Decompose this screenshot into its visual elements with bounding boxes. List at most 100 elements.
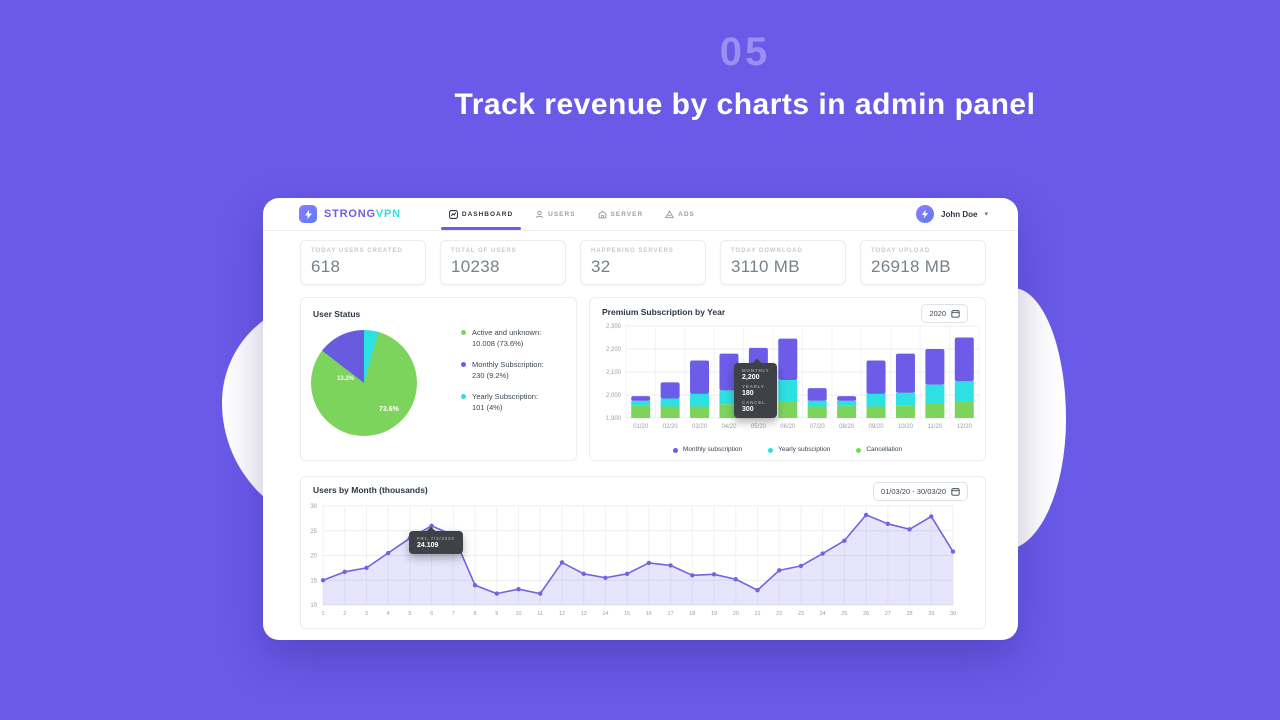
year-value: 2020 [929, 309, 946, 318]
nav-label: DASHBOARD [461, 210, 514, 218]
users-by-month-panel: Users by Month (thousands) 01/03/20 - 30… [300, 476, 986, 629]
tooltip-value: 2,200 [742, 374, 760, 381]
svg-text:19: 19 [711, 611, 717, 617]
page-title: Track revenue by charts in admin panel [454, 88, 1036, 121]
svg-text:18: 18 [689, 611, 695, 617]
legend-item-yearly: Yearly Subscription: 101 (4%) [461, 392, 544, 413]
nav-item-ads[interactable]: ADS [665, 198, 695, 230]
legend-item-active: Active and unknown: 10.008 (73.6%) [461, 328, 544, 349]
svg-text:6: 6 [430, 611, 433, 617]
legend-dot-green [461, 330, 466, 335]
user-status-panel: User Status 73.6% 13.2% Active and unkno… [300, 297, 577, 461]
legend-item-yearly-subscription[interactable]: Yearly subsciption [768, 446, 830, 453]
svg-text:12: 12 [559, 611, 565, 617]
legend-dot-purple [461, 362, 466, 367]
svg-text:10: 10 [310, 603, 317, 609]
stat-label: TODAY DOWNLOAD [731, 248, 803, 254]
nav-label: ADS [678, 210, 695, 218]
stat-card-total-of-users: TOTAL OF USERS 10238 [440, 240, 566, 285]
svg-text:1,900: 1,900 [606, 416, 622, 422]
nav-label: USERS [548, 210, 576, 218]
chevron-down-icon: ▾ [984, 211, 988, 218]
svg-text:16: 16 [646, 611, 652, 617]
svg-text:04/20: 04/20 [721, 424, 737, 430]
nav-item-users[interactable]: USERS [535, 198, 575, 230]
svg-text:4: 4 [387, 611, 390, 617]
tooltip-value: 300 [742, 406, 754, 413]
svg-text:12/20: 12/20 [957, 424, 973, 430]
user-status-pie-chart[interactable]: 73.6% 13.2% [311, 330, 417, 436]
svg-text:3: 3 [365, 611, 368, 617]
pie-slice-label-active: 73.6% [379, 406, 399, 413]
svg-text:03/20: 03/20 [692, 424, 708, 430]
svg-text:10: 10 [515, 611, 521, 617]
nav-item-dashboard[interactable]: DASHBOARD [440, 198, 522, 230]
svg-text:1: 1 [321, 611, 324, 617]
svg-text:8: 8 [474, 611, 477, 617]
brand-name: STRONGVPN [324, 208, 401, 220]
svg-text:05/20: 05/20 [751, 424, 767, 430]
svg-text:17: 17 [668, 611, 674, 617]
legend-label: Yearly subsciption [778, 446, 831, 453]
calendar-icon [951, 487, 960, 496]
legend-value: 101 (4%) [472, 402, 503, 412]
svg-text:11/20: 11/20 [928, 424, 943, 430]
lightning-bolt-icon [299, 205, 317, 223]
legend-label: Cancellation [866, 446, 903, 453]
premium-bar-chart[interactable]: 2,300 2,200 2,100 2,000 1,900 01/20 02/20 03/20… [590, 316, 985, 451]
svg-text:06/20: 06/20 [780, 424, 796, 430]
legend-dot-cyan [768, 448, 774, 453]
svg-text:11: 11 [537, 611, 543, 617]
svg-text:10/20: 10/20 [898, 424, 914, 430]
svg-text:21: 21 [754, 611, 760, 617]
tooltip-date: FRI, 7/3/2020 [417, 536, 455, 541]
stats-row: TODAY USERS CREATED 618 TOTAL OF USERS 1… [300, 240, 986, 285]
year-selector[interactable]: 2020 [921, 304, 968, 323]
svg-text:09/20: 09/20 [869, 424, 885, 430]
svg-text:25: 25 [841, 611, 847, 617]
date-range-selector[interactable]: 01/03/20 - 30/03/20 [872, 482, 968, 501]
legend-item-cancellation[interactable]: Cancellation [856, 446, 902, 453]
tooltip-value: 180 [742, 390, 754, 397]
nav-label: SERVER [610, 210, 644, 218]
main-nav: DASHBOARD USERS SERVER ADS [440, 198, 695, 230]
legend-label: Yearly Subscription: [472, 392, 539, 401]
stat-label: TODAY UPLOAD [871, 248, 931, 254]
legend-item-monthly: Monthly Subscription: 230 (9.2%) [461, 360, 544, 381]
stat-label: TODAY USERS CREATED [311, 248, 403, 254]
brand-logo[interactable]: STRONGVPN [299, 205, 401, 223]
svg-text:08/20: 08/20 [839, 424, 855, 430]
step-number: 05 [719, 30, 771, 74]
pie-slice-label-monthly: 13.2% [337, 376, 355, 382]
svg-text:2,100: 2,100 [606, 370, 622, 376]
premium-chart-legend: Monthly subscription Yearly subsciption … [590, 446, 985, 453]
svg-text:20: 20 [733, 611, 739, 617]
svg-text:2,200: 2,200 [606, 347, 622, 353]
user-menu[interactable]: John Doe ▾ [916, 205, 988, 223]
legend-item-monthly-subscription[interactable]: Monthly subscription [672, 446, 742, 453]
svg-text:13: 13 [581, 611, 587, 617]
user-status-legend: Active and unknown: 10.008 (73.6%) Month… [461, 328, 544, 413]
panel-title: Premium Subscription by Year [602, 307, 726, 317]
svg-text:22: 22 [776, 611, 782, 617]
tooltip-value: 24.109 [417, 542, 439, 549]
avatar [916, 205, 935, 223]
ads-triangle-icon [665, 209, 675, 218]
nav-item-server[interactable]: SERVER [598, 198, 644, 230]
tooltip-label: CANCEL [742, 400, 766, 405]
user-name: John Doe [941, 209, 978, 219]
app-header: STRONGVPN DASHBOARD USERS SERVER [263, 198, 1018, 231]
panel-title: User Status [313, 309, 361, 319]
svg-text:2: 2 [343, 611, 346, 617]
line-chart-tooltip: FRI, 7/3/2020 24.109 [409, 531, 463, 554]
svg-text:15: 15 [624, 611, 630, 617]
svg-text:01/20: 01/20 [633, 424, 649, 430]
svg-text:28: 28 [906, 611, 912, 617]
svg-text:02/20: 02/20 [663, 424, 679, 430]
stat-card-today-upload: TODAY UPLOAD 26918 MB [860, 240, 986, 285]
legend-label: Monthly Subscription: [472, 360, 544, 369]
legend-dot-purple [672, 448, 678, 453]
svg-text:20: 20 [310, 554, 317, 560]
stat-label: TOTAL OF USERS [451, 248, 517, 254]
